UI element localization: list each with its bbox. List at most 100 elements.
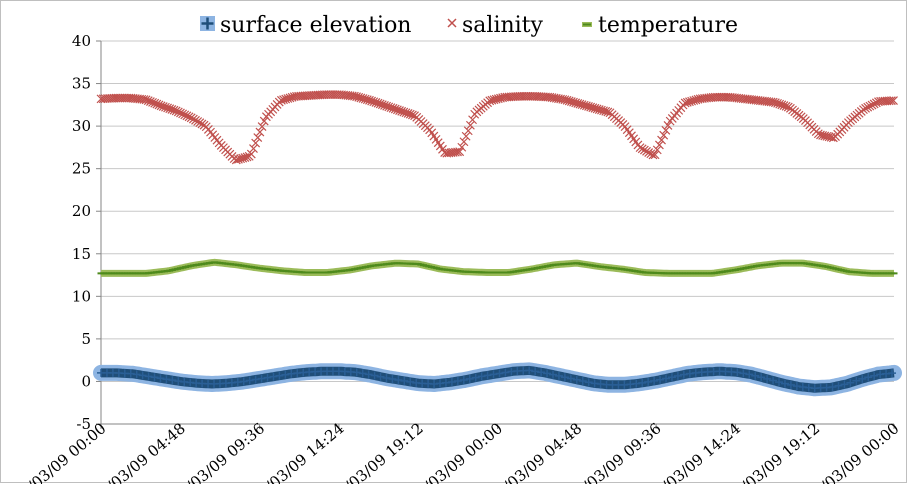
surface-elevation-point bbox=[757, 373, 766, 382]
salinity-point bbox=[521, 91, 531, 101]
salinity-point bbox=[889, 96, 898, 106]
y-tick-label: 15 bbox=[72, 245, 91, 263]
salinity-point bbox=[783, 102, 793, 112]
surface-elevation-point bbox=[864, 373, 873, 382]
salinity-point bbox=[463, 126, 473, 136]
salinity-point bbox=[186, 113, 196, 123]
salinity-point bbox=[654, 140, 664, 150]
surface-elevation-point bbox=[370, 371, 379, 380]
surface-elevation-point bbox=[239, 377, 248, 386]
surface-elevation-point bbox=[156, 374, 165, 383]
salinity-point bbox=[195, 118, 205, 128]
salinity-point bbox=[257, 122, 267, 132]
salinity-point bbox=[118, 93, 127, 103]
surface-elevation-point bbox=[858, 374, 867, 383]
surface-elevation-point bbox=[769, 376, 778, 385]
plot-area bbox=[93, 90, 902, 397]
salinity-point bbox=[326, 90, 336, 100]
surface-elevation-point bbox=[132, 370, 141, 379]
surface-elevation-point bbox=[364, 370, 373, 379]
surface-elevation-point bbox=[269, 372, 278, 381]
surface-elevation-point bbox=[834, 381, 843, 390]
surface-elevation-point bbox=[489, 370, 498, 379]
salinity-point bbox=[528, 91, 538, 101]
salinity-point bbox=[322, 90, 331, 100]
surface-elevation-point bbox=[673, 371, 682, 380]
y-tick-label: 20 bbox=[72, 202, 91, 220]
surface-elevation-point bbox=[471, 373, 480, 382]
surface-elevation-point bbox=[525, 366, 534, 375]
y-tick-label: 0 bbox=[81, 372, 91, 390]
salinity-point bbox=[719, 92, 729, 102]
surface-elevation-point bbox=[888, 369, 897, 378]
salinity-point bbox=[635, 143, 645, 153]
legend-label-surface-elevation: surface elevation bbox=[220, 13, 411, 38]
y-axis-ticks: -5 0 5 10 15 20 25 30 35 40 bbox=[72, 32, 101, 433]
surface-elevation-point bbox=[537, 368, 546, 377]
surface-elevation-point bbox=[459, 376, 468, 385]
salinity-point bbox=[657, 135, 666, 145]
surface-elevation-point bbox=[554, 371, 563, 380]
surface-elevation-point bbox=[447, 377, 456, 386]
salinity-point bbox=[708, 92, 718, 102]
surface-elevation-point bbox=[775, 378, 784, 387]
salinity-point bbox=[869, 99, 879, 109]
surface-elevation-point bbox=[745, 370, 754, 379]
salinity-point bbox=[253, 133, 263, 142]
salinity-point bbox=[176, 108, 185, 118]
surface-elevation-point bbox=[257, 374, 266, 383]
surface-elevation-point bbox=[495, 369, 504, 378]
surface-elevation-point bbox=[751, 371, 760, 380]
salinity-point bbox=[171, 106, 181, 116]
surface-elevation-point bbox=[786, 380, 795, 389]
salinity-point bbox=[652, 145, 662, 155]
surface-elevation-point bbox=[543, 369, 552, 378]
salinity-point bbox=[328, 90, 338, 100]
salinity-point bbox=[113, 93, 123, 103]
surface-elevation-point bbox=[168, 376, 177, 385]
surface-elevation-point bbox=[662, 374, 671, 383]
salinity-point bbox=[523, 91, 533, 101]
legend-marker-salinity bbox=[447, 18, 457, 28]
y-tick-label: 40 bbox=[72, 32, 91, 50]
salinity-point bbox=[173, 107, 183, 117]
surface-elevation-point bbox=[560, 373, 569, 382]
salinity-point bbox=[526, 91, 535, 101]
surface-elevation-point bbox=[549, 370, 558, 379]
salinity-point bbox=[180, 110, 190, 120]
salinity-point bbox=[886, 96, 896, 106]
salinity-point bbox=[122, 93, 132, 103]
surface-elevation-point bbox=[162, 375, 171, 384]
surface-elevation-point bbox=[275, 371, 284, 380]
salinity-point bbox=[193, 117, 203, 126]
salinity-point bbox=[519, 91, 529, 101]
salinity-point bbox=[637, 144, 647, 154]
salinity-point bbox=[603, 107, 613, 117]
salinity-point bbox=[251, 138, 261, 148]
salinity-point bbox=[465, 120, 475, 130]
surface-elevation-point bbox=[501, 368, 510, 377]
salinity-point bbox=[663, 121, 673, 130]
y-tick-label: 30 bbox=[72, 117, 91, 135]
salinity-point bbox=[710, 92, 720, 102]
salinity-point bbox=[639, 145, 649, 155]
surface-elevation-point bbox=[477, 372, 486, 381]
surface-elevation-point bbox=[352, 368, 361, 377]
surface-elevation-point bbox=[483, 371, 492, 380]
salinity-point bbox=[717, 92, 727, 102]
surface-elevation-point bbox=[251, 375, 260, 384]
salinity-point bbox=[188, 114, 198, 124]
surface-elevation-point bbox=[400, 376, 409, 385]
surface-elevation-point bbox=[382, 374, 391, 383]
salinity-point bbox=[197, 119, 207, 129]
surface-elevation-point bbox=[644, 377, 653, 386]
salinity-point bbox=[712, 92, 722, 102]
salinity-point bbox=[513, 92, 523, 101]
salinity-point bbox=[182, 111, 192, 121]
salinity-point bbox=[659, 130, 669, 140]
salinity-point bbox=[120, 93, 130, 103]
legend-label-salinity: salinity bbox=[462, 13, 544, 38]
salinity-point bbox=[242, 152, 252, 162]
y-tick-label: 35 bbox=[72, 75, 91, 93]
